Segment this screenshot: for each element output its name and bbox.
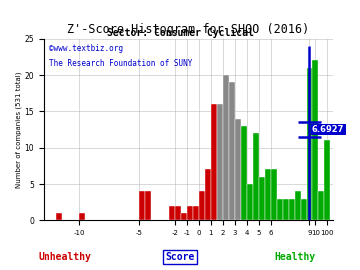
Bar [283,198,289,220]
Text: Score: Score [165,252,195,262]
Bar [181,213,187,220]
Text: 6.6927: 6.6927 [312,125,344,134]
Bar [55,213,62,220]
Bar [319,191,324,220]
Text: Healthy: Healthy [275,252,316,262]
Bar [211,104,217,220]
Text: Unhealthy: Unhealthy [39,252,91,262]
Bar [247,184,253,220]
Bar [229,82,235,220]
Bar [289,198,294,220]
Bar [312,60,319,220]
Bar [235,119,241,220]
Bar [294,191,301,220]
Bar [199,191,205,220]
Bar [205,170,211,220]
Bar [217,104,223,220]
Text: ©www.textbiz.org: ©www.textbiz.org [49,44,123,53]
Bar [324,140,330,220]
Bar [145,191,151,220]
Bar [175,206,181,220]
Bar [301,198,306,220]
Bar [169,206,175,220]
Text: The Research Foundation of SUNY: The Research Foundation of SUNY [49,59,193,68]
Bar [259,177,265,220]
Bar [306,68,312,220]
Bar [187,206,193,220]
Bar [276,198,283,220]
Bar [139,191,145,220]
Text: Sector: Consumer Cyclical: Sector: Consumer Cyclical [107,28,253,38]
Bar [271,170,276,220]
Bar [253,133,259,220]
Y-axis label: Number of companies (531 total): Number of companies (531 total) [15,71,22,188]
Bar [265,170,271,220]
Bar [223,75,229,220]
Bar [193,206,199,220]
Bar [80,213,85,220]
Title: Z'-Score Histogram for SHOO (2016): Z'-Score Histogram for SHOO (2016) [67,23,309,36]
Bar [241,126,247,220]
